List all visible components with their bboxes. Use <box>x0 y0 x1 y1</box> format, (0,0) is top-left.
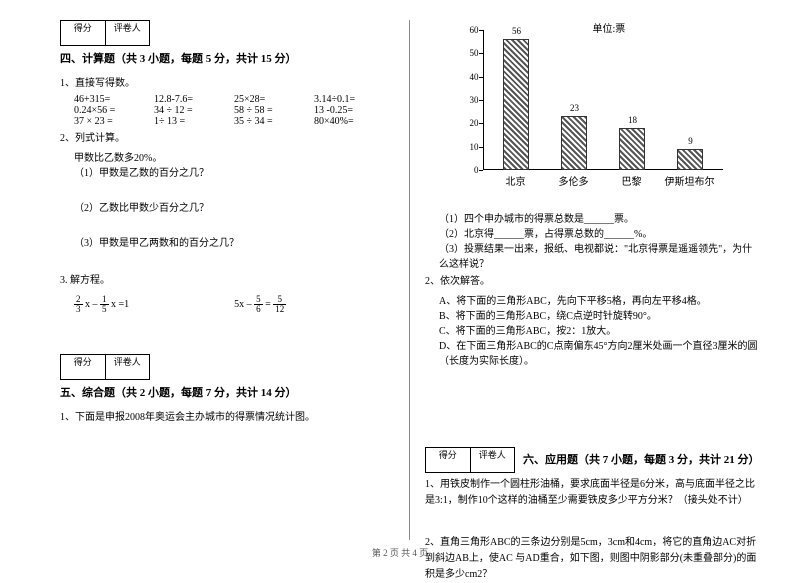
fraction: 5 12 <box>273 295 286 314</box>
eq-text: 5x – <box>234 299 254 310</box>
reviewer-label: 评卷人 <box>106 355 150 379</box>
q5-2-d: D、在下面三角形ABC的C点南偏东45°方向2厘米处画一个直径3厘米的圆（长度为… <box>439 337 760 367</box>
eq: 35 ÷ 34 = <box>234 116 314 127</box>
eq-row-3: 37 × 23 = 1÷ 13 = 35 ÷ 34 = 80×40%= <box>74 116 394 127</box>
eq: 58 ÷ 58 = <box>234 105 314 116</box>
eq-row-1: 46+315= 12.8-7.6= 25×28= 3.14÷0.1= <box>74 94 394 105</box>
y-tick-label: 30 <box>453 95 479 105</box>
score-label: 得分 <box>426 448 471 472</box>
y-tick-label: 0 <box>453 165 479 175</box>
q5-1: 1、下面是申报2008年奥运会主办城市的得票情况统计图。 <box>60 410 394 426</box>
eq: 37 × 23 = <box>74 116 154 127</box>
fraction: 2 3 <box>74 295 83 314</box>
q5-2-b: B、将下面的三角形ABC，绕C点逆时针旋转90°。 <box>439 307 760 322</box>
y-tick-label: 50 <box>453 48 479 58</box>
right-column: 单位:票 0102030405060 5623189 北京多伦多巴黎伊斯坦布尔 … <box>410 20 760 540</box>
x-category-label: 伊斯坦布尔 <box>665 173 715 188</box>
q4-2-intro: 甲数比乙数多20%。 <box>74 149 394 164</box>
y-tick-label: 10 <box>453 142 479 152</box>
page-footer: 第 2 页 共 4 页 <box>0 546 800 559</box>
q4-2-1: （1）甲数是乙数的百分之几？ <box>74 164 394 179</box>
q4-1: 1、直接写得数。 <box>60 76 394 92</box>
denominator: 5 <box>100 305 109 314</box>
q5-2: 2、依次解答。 <box>425 274 760 290</box>
bar-chart: 单位:票 0 10 20 30 40 50 60 56 23 18 9 北京多伦多巴黎伊斯坦布尔 <box>453 20 733 200</box>
bar-value-label: 56 <box>504 26 530 36</box>
x-category-label: 巴黎 <box>607 173 657 188</box>
y-tick-label: 60 <box>453 25 479 35</box>
reviewer-label: 评卷人 <box>106 21 150 45</box>
fraction: 5 6 <box>254 295 263 314</box>
score-box-sec5: 得分 评卷人 <box>60 354 150 380</box>
bar-value-label: 9 <box>678 136 704 146</box>
eq: 80×40%= <box>314 116 394 127</box>
eq: 12.8-7.6= <box>154 94 234 105</box>
y-tick-label: 20 <box>453 118 479 128</box>
eq: 34 ÷ 12 = <box>154 105 234 116</box>
denominator: 6 <box>254 305 263 314</box>
q5-2-a: A、将下面的三角形ABC，先向下平移5格，再向左平移4格。 <box>439 292 760 307</box>
y-tick-label: 40 <box>453 72 479 82</box>
eq: 1÷ 13 = <box>154 116 234 127</box>
y-axis <box>483 30 484 170</box>
q4-2-3: （3）甲数是甲乙两数和的百分之几？ <box>74 234 394 249</box>
left-column: 得分 评卷人 四、计算题（共 3 小题，每题 5 分，共计 15 分） 1、直接… <box>60 20 410 540</box>
denominator: 12 <box>273 305 286 314</box>
score-box-sec6: 得分 评卷人 <box>425 447 515 473</box>
q5-1-1: （1）四个申办城市的得票总数是______票。 <box>439 210 760 225</box>
q5-2-c: C、将下面的三角形ABC，按2：1放大。 <box>439 322 760 337</box>
chart-unit-label: 单位:票 <box>593 20 626 35</box>
eq-text: x – <box>85 299 100 310</box>
q4-2: 2、列式计算。 <box>60 131 394 147</box>
bar: 56 <box>503 39 529 170</box>
bar: 23 <box>561 116 587 170</box>
q5-1-3: （3）投票结果一出来，报纸、电视都说："北京得票是遥遥领先"，为什么这样说？ <box>439 240 760 270</box>
score-label: 得分 <box>61 355 106 379</box>
q4-2-2: （2）乙数比甲数少百分之几？ <box>74 199 394 214</box>
q6-1: 1、用铁皮制作一个圆柱形油桶，要求底面半径是6分米，高与底面半径之比是3:1，制… <box>425 477 760 509</box>
q4-3: 3. 解方程。 <box>60 273 394 289</box>
eq-row-2: 0.24×56 = 34 ÷ 12 = 58 ÷ 58 = 13 -0.25= <box>74 105 394 116</box>
eq: 46+315= <box>74 94 154 105</box>
eq-text: x =1 <box>111 299 129 310</box>
denominator: 3 <box>74 305 83 314</box>
equation-3a: 2 3 x – 1 5 x =1 5x – 5 6 = 5 12 <box>74 295 394 314</box>
eq: 3.14÷0.1= <box>314 94 394 105</box>
x-category-label: 多伦多 <box>549 173 599 188</box>
eq: 13 -0.25= <box>314 105 394 116</box>
reviewer-label: 评卷人 <box>471 448 515 472</box>
eq: 0.24×56 = <box>74 105 154 116</box>
score-box-sec4: 得分 评卷人 <box>60 20 150 46</box>
bar-value-label: 23 <box>562 103 588 113</box>
q5-1-2: （2）北京得______票，占得票总数的______%。 <box>439 225 760 240</box>
score-label: 得分 <box>61 21 106 45</box>
bar: 18 <box>619 128 645 170</box>
bar: 9 <box>677 149 703 170</box>
x-category-label: 北京 <box>491 173 541 188</box>
eq: 25×28= <box>234 94 314 105</box>
eq-text: = <box>265 299 273 310</box>
fraction: 1 5 <box>100 295 109 314</box>
bar-value-label: 18 <box>620 115 646 125</box>
q6-2: 2、直角三角形ABC的三条边分别是5cm，3cm和4cm，将它的直角边AC对折到… <box>425 535 760 583</box>
